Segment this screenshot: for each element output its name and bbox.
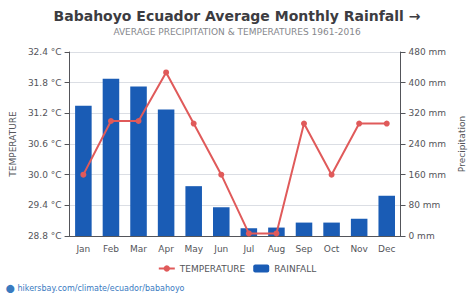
svg-text:32.4 °C: 32.4 °C [28, 47, 62, 57]
svg-text:Aug: Aug [268, 244, 286, 254]
svg-text:31.8 °C: 31.8 °C [28, 78, 62, 88]
svg-text:30.0 °C: 30.0 °C [28, 170, 62, 180]
svg-text:Dec: Dec [378, 244, 395, 254]
svg-text:Precipitation: Precipitation [457, 116, 467, 172]
svg-text:480 mm: 480 mm [409, 47, 447, 57]
svg-text:Mar: Mar [130, 244, 147, 254]
svg-text:28.8 °C: 28.8 °C [28, 231, 62, 241]
svg-text:TEMPERATURE: TEMPERATURE [179, 264, 246, 274]
svg-text:⬤ hikersbay.com/climate/ecuado: ⬤ hikersbay.com/climate/ecuador/babahoyo [6, 284, 185, 293]
svg-text:RAINFALL: RAINFALL [274, 264, 316, 274]
svg-text:160 mm: 160 mm [409, 170, 447, 180]
svg-text:May: May [184, 244, 203, 254]
svg-text:TEMPERATURE: TEMPERATURE [8, 111, 18, 178]
svg-text:0 mm: 0 mm [409, 231, 435, 241]
svg-text:Jul: Jul [242, 244, 254, 254]
svg-text:Jun: Jun [213, 244, 228, 254]
svg-text:Apr: Apr [158, 244, 174, 254]
svg-text:Oct: Oct [324, 244, 340, 254]
svg-text:Sep: Sep [296, 244, 313, 254]
svg-text:Babahoyo Ecuador Average Month: Babahoyo Ecuador Average Monthly Rainfal… [54, 8, 421, 24]
svg-text:Jan: Jan [75, 244, 90, 254]
svg-text:Nov: Nov [350, 244, 368, 254]
svg-text:80 mm: 80 mm [409, 200, 441, 210]
svg-text:400 mm: 400 mm [409, 78, 447, 88]
svg-text:AVERAGE PRECIPITATION & TEMPER: AVERAGE PRECIPITATION & TEMPERATURES 196… [113, 27, 361, 37]
svg-text:320 mm: 320 mm [409, 108, 447, 118]
svg-text:31.2 °C: 31.2 °C [28, 108, 62, 118]
svg-text:240 mm: 240 mm [409, 139, 447, 149]
svg-text:30.6 °C: 30.6 °C [28, 139, 62, 149]
svg-text:Feb: Feb [103, 244, 119, 254]
svg-text:29.4 °C: 29.4 °C [28, 200, 62, 210]
